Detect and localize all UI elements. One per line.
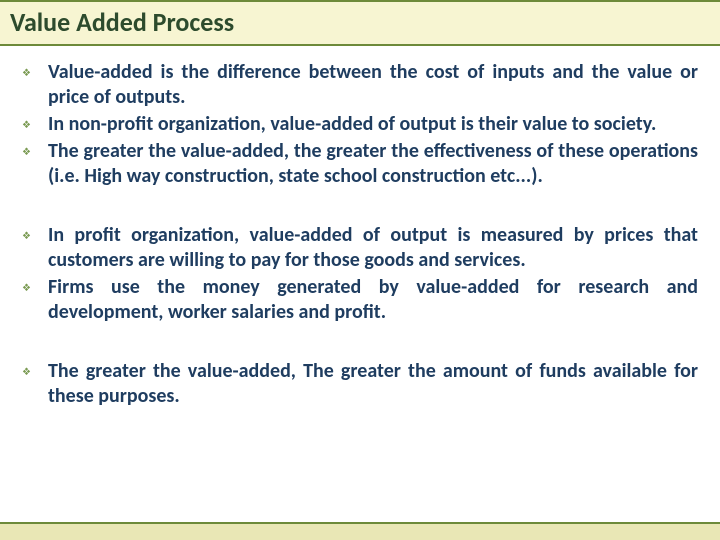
diamond-bullet-icon: ❖ <box>22 359 48 378</box>
bullet-item: ❖Firms use the money generated by value-… <box>22 275 698 325</box>
bullet-text: In non-profit organization, value-added … <box>48 112 698 137</box>
bullet-item: ❖The greater the value-added, the greate… <box>22 139 698 189</box>
diamond-bullet-icon: ❖ <box>22 275 48 294</box>
title-band: Value Added Process <box>0 2 720 44</box>
bullet-text: The greater the value-added, The greater… <box>48 359 698 409</box>
diamond-bullet-icon: ❖ <box>22 60 48 79</box>
slide-title: Value Added Process <box>10 6 710 38</box>
diamond-bullet-icon: ❖ <box>22 112 48 131</box>
footer-rule <box>0 522 720 524</box>
bullet-group: ❖In profit organization, value-added of … <box>22 223 698 325</box>
bullet-text: Value-added is the difference between th… <box>48 60 698 110</box>
bullet-text: In profit organization, value-added of o… <box>48 223 698 273</box>
diamond-bullet-icon: ❖ <box>22 139 48 158</box>
bullet-item: ❖In non-profit organization, value-added… <box>22 112 698 137</box>
bullet-item: ❖In profit organization, value-added of … <box>22 223 698 273</box>
content-area: ❖Value-added is the difference between t… <box>0 46 720 409</box>
bullet-group: ❖Value-added is the difference between t… <box>22 60 698 189</box>
bullet-text: Firms use the money generated by value-a… <box>48 275 698 325</box>
bullet-item: ❖Value-added is the difference between t… <box>22 60 698 110</box>
slide: Value Added Process ❖Value-added is the … <box>0 0 720 540</box>
diamond-bullet-icon: ❖ <box>22 223 48 242</box>
footer-band <box>0 522 720 540</box>
bullet-text: The greater the value-added, the greater… <box>48 139 698 189</box>
bullet-group: ❖The greater the value-added, The greate… <box>22 359 698 409</box>
bullet-item: ❖The greater the value-added, The greate… <box>22 359 698 409</box>
